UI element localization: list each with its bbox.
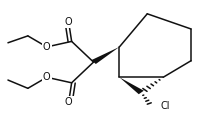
Text: O: O [43, 42, 51, 52]
Polygon shape [91, 47, 119, 64]
Polygon shape [119, 77, 144, 94]
Text: Cl: Cl [160, 101, 170, 111]
Text: O: O [65, 17, 72, 27]
Text: O: O [43, 72, 51, 82]
Text: O: O [65, 97, 72, 107]
